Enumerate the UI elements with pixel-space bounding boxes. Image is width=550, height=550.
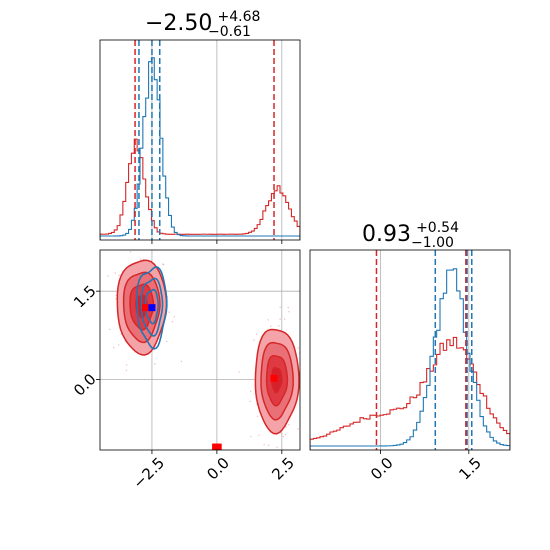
- title-p0-lower: −0.61: [208, 24, 251, 40]
- scatter-sample-point: [297, 428, 299, 430]
- scatter-sample-point: [153, 241, 154, 242]
- hist-p1-red-series: [310, 336, 510, 450]
- scatter-sample-point: [305, 458, 306, 459]
- scatter-sample-point: [90, 273, 91, 274]
- scatter-sample-point: [303, 353, 304, 354]
- hist-p1-frame: [309, 249, 511, 451]
- title-p1-median: 0.93: [362, 222, 411, 247]
- scatter-ytick-label-1: 1.5: [70, 282, 100, 312]
- scatter-sample-point: [107, 275, 109, 277]
- scatter-xtick-label-2: 2.5: [268, 454, 298, 484]
- panel-2d-p0-p1: −2.5 0.0 2.5 0.0 1.5: [70, 235, 313, 492]
- scatter-sample-point: [279, 318, 281, 320]
- scatter-sample-point: [288, 311, 290, 313]
- blue-contour-outer: [136, 266, 168, 350]
- hist-p1-blue-series: [310, 268, 510, 450]
- scatter-sample-point: [249, 400, 251, 403]
- scatter-sample-point: [250, 390, 252, 392]
- scatter-sample-point: [129, 251, 132, 253]
- scatter-sample-point: [114, 272, 116, 274]
- title-p1: 0.93 +0.54: [362, 220, 459, 247]
- scatter-xtick-label-1: 0.0: [203, 454, 233, 484]
- scatter-sample-point: [268, 444, 270, 447]
- scatter-sample-point: [258, 434, 260, 437]
- scatter-sample-point: [287, 306, 289, 309]
- scatter-sample-point: [166, 340, 168, 343]
- scatter-sample-point: [180, 360, 183, 363]
- scatter-sample-point: [132, 235, 133, 236]
- title-p0-minus: −0.61: [208, 24, 251, 40]
- scatter-marker-0: [141, 304, 149, 312]
- scatter-sample-point: [253, 339, 255, 341]
- scatter-content: [90, 235, 313, 484]
- scatter-sample-point: [154, 363, 156, 365]
- scatter-sample-point: [263, 443, 265, 446]
- hist-p1-xtick-label-0: 0.0: [367, 454, 397, 484]
- scatter-sample-point: [263, 483, 264, 484]
- title-p0: −2.50 +4.68: [145, 9, 260, 36]
- panel-hist-p0: [99, 39, 301, 244]
- scatter-sample-point: [125, 364, 128, 366]
- scatter-sample-point: [117, 344, 120, 346]
- scatter-sample-point: [140, 242, 141, 243]
- scatter-sample-point: [279, 306, 281, 309]
- scatter-marker-2: [270, 374, 278, 382]
- hist-p0-ticks: [151, 240, 283, 244]
- scatter-ytick-label-0: 0.0: [70, 370, 100, 400]
- scatter-sample-point: [278, 325, 280, 327]
- hist-p1-xtick-label-1: 1.5: [455, 454, 485, 484]
- title-p1-plus: +0.54: [416, 220, 459, 236]
- scatter-sample-point: [125, 369, 128, 372]
- scatter-sample-point: [271, 460, 272, 461]
- scatter-marker-1: [148, 304, 156, 312]
- scatter-sample-point: [118, 274, 120, 277]
- scatter-sample-point: [302, 325, 303, 326]
- scatter-sample-point: [256, 415, 259, 418]
- scatter-frame: [99, 249, 301, 451]
- hist-p0-content: [100, 40, 300, 240]
- scatter-xtick-label-0: −2.5: [130, 454, 168, 492]
- scatter-sample-point: [109, 328, 111, 331]
- hist-p1-ticks: 0.0 1.5: [367, 450, 485, 483]
- title-p1-minus: −1.00: [411, 235, 454, 251]
- scatter-sample-point: [283, 318, 286, 320]
- scatter-sample-point: [113, 346, 115, 349]
- scatter-sample-point: [255, 333, 258, 335]
- hist-p0-grid: [151, 40, 283, 240]
- scatter-sample-point: [162, 263, 164, 265]
- scatter-sample-point: [250, 435, 252, 438]
- scatter-sample-point: [173, 316, 176, 318]
- title-p0-plus: +4.68: [218, 9, 261, 25]
- hist-p1-grid: [380, 250, 470, 450]
- scatter-sample-point: [288, 423, 290, 426]
- hist-p0-blue-series: [100, 57, 300, 240]
- scatter-sample-point: [312, 387, 313, 388]
- scatter-sample-point: [238, 371, 240, 373]
- scatter-sample-point: [168, 311, 170, 313]
- scatter-sample-point: [284, 433, 287, 436]
- scatter-sample-point: [171, 320, 174, 323]
- title-p0-median: −2.50: [145, 11, 212, 36]
- scatter-sample-point: [115, 294, 117, 297]
- scatter-sample-point: [124, 244, 125, 245]
- scatter-sample-point: [115, 298, 117, 300]
- scatter-sample-point: [139, 258, 142, 260]
- scatter-marker-4: [214, 443, 222, 450]
- scatter-sample-point: [282, 435, 285, 438]
- blue-contour-mid: [140, 277, 164, 337]
- scatter-sample-point: [285, 426, 287, 428]
- scatter-sample-point: [276, 446, 278, 449]
- scatter-sample-point: [270, 325, 272, 327]
- hist-p1-content: [310, 250, 510, 450]
- scatter-sample-point: [142, 258, 144, 261]
- title-p1-lower: −1.00: [411, 235, 454, 251]
- scatter-sample-point: [267, 319, 269, 321]
- panel-hist-p1: 0.0 1.5: [309, 249, 511, 483]
- hist-p0-frame: [99, 39, 301, 241]
- hist-p0-red-series: [100, 138, 300, 240]
- scatter-sample-point: [297, 347, 299, 349]
